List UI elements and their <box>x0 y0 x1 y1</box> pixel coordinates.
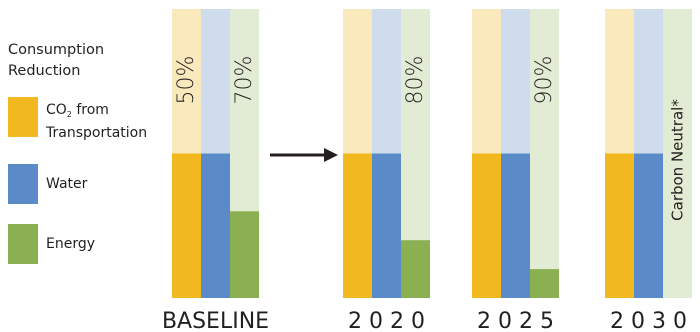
legend-item-water: Water <box>8 164 168 204</box>
annotation-0: 50% <box>174 56 199 105</box>
annotation-1: 70% <box>232 56 257 105</box>
bar-water-0 <box>201 153 230 298</box>
legend-title: Consumption Reduction <box>8 40 104 82</box>
legend-title-line2: Reduction <box>8 63 81 79</box>
annotation-2: 80% <box>403 56 428 105</box>
legend-swatch-co2 <box>8 97 38 137</box>
legend-label-water: Water <box>46 176 88 192</box>
annotation-4: Carbon Neutral* <box>669 99 687 221</box>
bar-co2-3 <box>605 153 634 298</box>
bar-water-2 <box>501 153 530 298</box>
progress-arrow-head <box>324 148 338 162</box>
legend-item-co2: CO2 from Transportation <box>8 97 168 141</box>
category-label-1: 2 0 2 0 <box>348 309 425 332</box>
bar-bg-energy-2 <box>530 9 559 298</box>
bar-co2-2 <box>472 153 501 298</box>
annotation-3: 90% <box>532 56 557 105</box>
legend-label-co2: CO2 from Transportation <box>46 101 147 142</box>
category-label-2: 2 0 2 5 <box>477 309 554 332</box>
legend-label-energy: Energy <box>46 236 96 252</box>
bar-energy-2 <box>530 269 559 298</box>
legend-swatch-water <box>8 164 38 204</box>
legend-co2-main: CO <box>46 102 67 118</box>
bar-water-3 <box>634 153 663 298</box>
bar-energy-1 <box>401 240 430 298</box>
bar-co2-0 <box>172 153 201 298</box>
bar-bg-energy-3 <box>663 9 692 298</box>
bar-co2-1 <box>343 153 372 298</box>
legend-swatch-energy <box>8 224 38 264</box>
category-label-0: BASELINE <box>162 309 269 332</box>
legend-co2-tail: from <box>71 102 109 118</box>
legend-item-energy: Energy <box>8 224 168 264</box>
legend-co2-sub: 2 <box>66 110 72 119</box>
bar-water-1 <box>372 153 401 298</box>
category-label-3: 2 0 3 0 <box>610 309 687 332</box>
legend-co2-line2: Transportation <box>46 125 148 141</box>
bar-energy-0 <box>230 211 259 298</box>
legend-title-line1: Consumption <box>8 42 105 58</box>
